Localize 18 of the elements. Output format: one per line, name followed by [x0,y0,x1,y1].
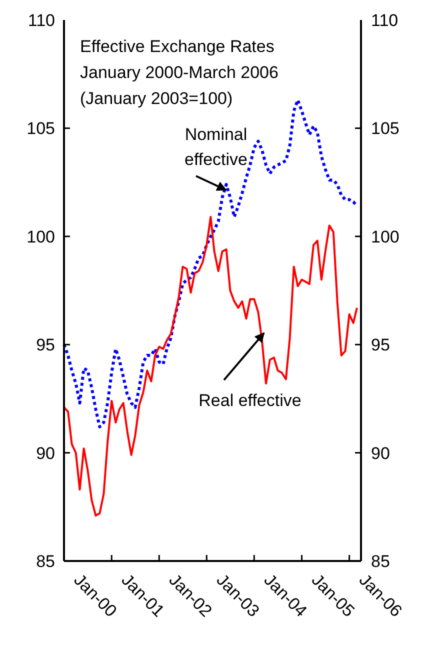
y2-tick-label: 90 [371,444,390,463]
series-label: Real effective [198,391,302,410]
y-tick-label: 100 [26,227,55,246]
y2-tick-label: 110 [371,10,398,30]
y2-tick-label: 105 [371,119,400,138]
annotation: (January 2003=100) [80,89,233,108]
y-tick-label: 105 [26,119,55,138]
series-label: Nominal effective [184,125,248,169]
y2-tick-label: 95 [371,336,390,355]
y2-tick-label: 100 [371,227,400,246]
text: January 2000-March 2006 [80,63,278,82]
y-tick-label: 85 [36,552,55,571]
y-tick-label: 95 [36,336,55,355]
line-series [63,216,358,517]
y-tick-label: 110 [28,10,55,30]
y2-tick-label: 85 [371,552,390,571]
y-tick-label: 90 [36,444,55,463]
text: Effective Exchange Rates [80,37,274,56]
